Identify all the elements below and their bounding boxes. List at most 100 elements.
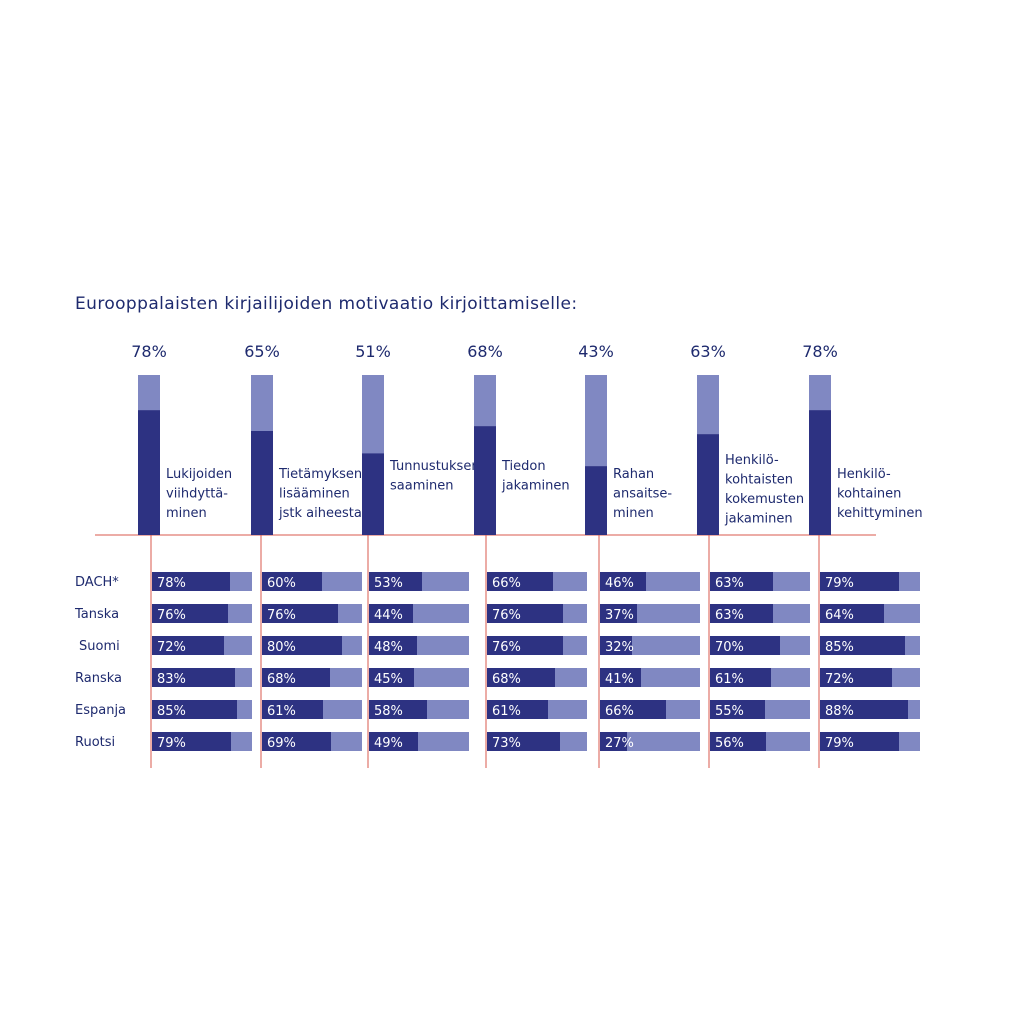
country-bar-label: 72% [157, 640, 186, 655]
country-label: Espanja [75, 703, 126, 718]
country-bar-value [487, 668, 555, 687]
country-bar-value [369, 732, 418, 751]
country-label: DACH* [75, 575, 119, 590]
country-bar-value [152, 732, 231, 751]
country-bar-label: 48% [374, 640, 403, 655]
country-bar-value [487, 636, 563, 655]
category-label-line: kohtainen [837, 487, 901, 502]
category-label-line: saaminen [390, 479, 453, 494]
country-bar-label: 68% [492, 672, 521, 687]
country-bar-label: 27% [605, 736, 634, 751]
top-bar-total-label: 51% [355, 342, 391, 361]
country-bar-label: 46% [605, 576, 634, 591]
category-label-line: ansaitse- [613, 487, 672, 502]
country-bar-label: 76% [157, 608, 186, 623]
top-bar-value [697, 434, 719, 535]
country-bar-value [152, 572, 230, 591]
country-bar-label: 45% [374, 672, 403, 687]
country-bar-label: 69% [267, 736, 296, 751]
category-label-line: kehittyminen [837, 506, 923, 521]
country-bar-value [487, 732, 560, 751]
country-bar-value [600, 572, 646, 591]
category-label-line: jstk aiheesta [278, 506, 362, 521]
country-bar-value [710, 604, 773, 623]
top-bar-total-label: 65% [244, 342, 280, 361]
country-bar-value [369, 700, 427, 719]
country-bar-label: 80% [267, 640, 296, 655]
top-bar-value [138, 410, 160, 535]
top-bar-value [585, 466, 607, 535]
country-bar-label: 44% [374, 608, 403, 623]
country-bar-value [152, 604, 228, 623]
country-bar-value [710, 636, 780, 655]
country-bar-label: 72% [825, 672, 854, 687]
country-bar-label: 68% [267, 672, 296, 687]
country-bar-label: 64% [825, 608, 854, 623]
country-bar-label: 76% [267, 608, 296, 623]
country-bar-value [820, 604, 884, 623]
country-bar-label: 76% [492, 608, 521, 623]
chart-title: Eurooppalaisten kirjailijoiden motivaati… [75, 294, 578, 314]
category-label-line: minen [613, 506, 654, 521]
country-bar-label: 79% [825, 576, 854, 591]
country-bar-label: 83% [157, 672, 186, 687]
country-bar-value [820, 668, 892, 687]
country-bar-label: 61% [492, 704, 521, 719]
top-bar-total-label: 78% [131, 342, 167, 361]
country-bar-value [152, 668, 235, 687]
top-bar-value [474, 426, 496, 535]
category-label-line: lisääminen [279, 487, 350, 502]
top-bar-total-label: 63% [690, 342, 726, 361]
country-bar-value [152, 636, 224, 655]
country-bar-value [262, 700, 323, 719]
country-label: Ruotsi [75, 735, 115, 750]
category-label-line: Lukijoiden [166, 467, 232, 482]
top-bar-value [362, 453, 384, 535]
country-bar-value [820, 700, 908, 719]
country-bar-label: 66% [605, 704, 634, 719]
category-label-line: Henkilö- [837, 467, 891, 482]
country-label: Ranska [75, 671, 122, 686]
category-label-line: jakaminen [724, 512, 793, 527]
country-label: Tanska [74, 607, 119, 622]
country-bar-value [262, 668, 330, 687]
country-bar-label: 41% [605, 672, 634, 687]
country-bar-value [820, 636, 905, 655]
country-bar-label: 63% [715, 608, 744, 623]
country-bar-value [600, 668, 641, 687]
country-bar-label: 61% [267, 704, 296, 719]
country-label: Suomi [79, 639, 120, 654]
top-bar-total-label: 78% [802, 342, 838, 361]
top-bar-total-label: 68% [467, 342, 503, 361]
country-bar-label: 85% [825, 640, 854, 655]
country-bar-label: 70% [715, 640, 744, 655]
country-bar-value [369, 668, 414, 687]
country-bar-value [369, 572, 422, 591]
country-bar-value [152, 700, 237, 719]
country-bar-value [262, 604, 338, 623]
category-label-line: Tietämyksen [278, 467, 362, 482]
category-label-line: Henkilö- [725, 453, 779, 468]
country-bar-label: 55% [715, 704, 744, 719]
country-bar-label: 58% [374, 704, 403, 719]
country-bar-value [600, 636, 632, 655]
country-bar-value [710, 572, 773, 591]
category-label-line: Rahan [613, 467, 654, 482]
country-bar-label: 78% [157, 576, 186, 591]
country-bar-label: 76% [492, 640, 521, 655]
category-label-line: minen [166, 506, 207, 521]
country-bar-value [820, 572, 899, 591]
country-bar-label: 32% [605, 640, 634, 655]
category-label-line: Tiedon [501, 459, 546, 474]
country-bar-label: 56% [715, 736, 744, 751]
country-bar-label: 53% [374, 576, 403, 591]
country-bar-value [487, 700, 548, 719]
country-bar-value [487, 572, 553, 591]
category-label-line: viihdyttä- [166, 487, 228, 502]
category-label-line: kohtaisten [725, 473, 793, 488]
country-bar-value [710, 700, 765, 719]
country-bar-label: 79% [825, 736, 854, 751]
country-bar-label: 73% [492, 736, 521, 751]
